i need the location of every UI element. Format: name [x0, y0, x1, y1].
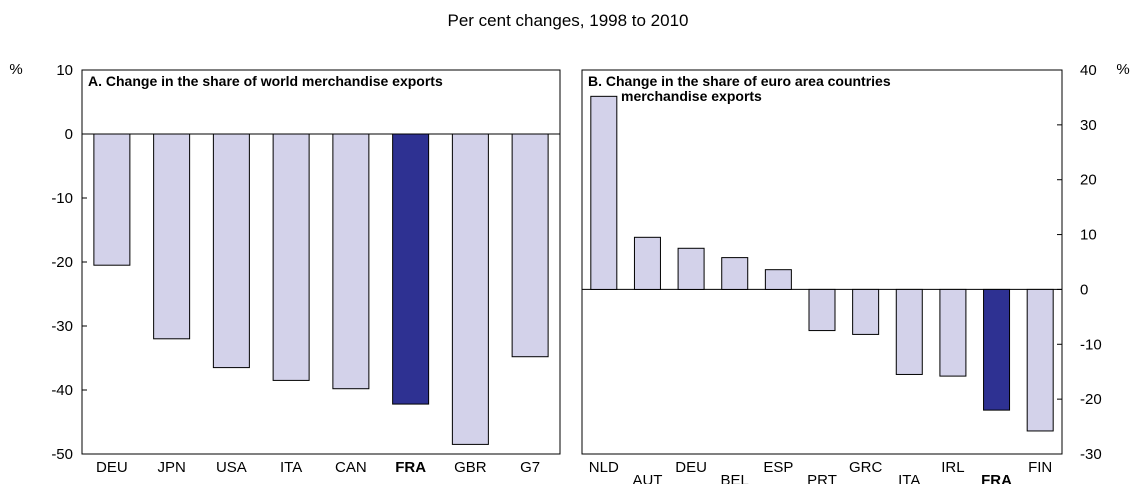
x-label-irl: IRL	[941, 459, 964, 476]
bar-aut	[633, 236, 661, 290]
x-label-aut: AUT	[632, 472, 662, 484]
left-unit-label: %	[9, 61, 22, 78]
bar-nld	[590, 95, 618, 290]
bar-prt	[808, 288, 836, 332]
panel-b-title-line-1: B. Change in the share of euro area coun…	[588, 73, 891, 89]
y-tick-label: 0	[65, 126, 73, 143]
panel-b-title-line-2: merchandise exports	[621, 88, 762, 104]
bar-g7	[511, 133, 549, 358]
x-label-g7: G7	[520, 459, 540, 476]
x-label-ita: ITA	[280, 459, 302, 476]
y-tick-label: 10	[1080, 227, 1097, 244]
x-label-can: CAN	[335, 459, 367, 476]
bar-ita	[272, 133, 310, 381]
bar-gbr	[451, 133, 489, 445]
y-tick-label: -30	[1080, 446, 1102, 463]
x-label-esp: ESP	[763, 459, 793, 476]
x-label-ita: ITA	[898, 472, 920, 484]
bar-deu	[93, 133, 131, 266]
right-unit-label: %	[1116, 61, 1129, 78]
figure-title: Per cent changes, 1998 to 2010	[447, 11, 688, 30]
y-tick-label: -50	[51, 446, 73, 463]
panel-b-frame	[581, 69, 1063, 455]
y-tick-label: -30	[51, 318, 73, 335]
x-label-usa: USA	[216, 459, 247, 476]
bar-grc	[852, 288, 880, 335]
bar-irl	[939, 288, 967, 377]
y-tick-label: -20	[1080, 391, 1102, 408]
x-label-fin: FIN	[1028, 459, 1052, 476]
y-tick-label: -20	[51, 254, 73, 271]
y-tick-label: -10	[1080, 336, 1102, 353]
y-tick-label: 0	[1080, 281, 1088, 298]
x-label-jpn: JPN	[157, 459, 185, 476]
y-tick-label: -10	[51, 190, 73, 207]
bar-jpn	[153, 133, 191, 340]
x-label-deu: DEU	[96, 459, 128, 476]
bar-bel	[721, 257, 749, 290]
x-label-fra: FRA	[395, 459, 426, 476]
x-label-fra: FRA	[981, 472, 1012, 484]
x-label-bel: BEL	[721, 472, 749, 484]
bar-fra	[392, 133, 430, 405]
y-tick-label: 30	[1080, 117, 1097, 134]
x-label-grc: GRC	[849, 459, 883, 476]
bar-can	[332, 133, 370, 390]
bar-usa	[212, 133, 250, 369]
y-tick-label: 40	[1080, 62, 1097, 79]
y-tick-label: -40	[51, 382, 73, 399]
x-label-nld: NLD	[589, 459, 619, 476]
bar-esp	[764, 269, 792, 290]
panel-a-title: A. Change in the share of world merchand…	[88, 73, 443, 89]
x-label-prt: PRT	[807, 472, 837, 484]
bar-ita	[895, 288, 923, 375]
y-tick-label: 20	[1080, 172, 1097, 189]
bar-fra	[983, 288, 1011, 411]
bar-deu	[677, 247, 705, 290]
panel-b: B. Change in the share of euro area coun…	[581, 62, 1102, 484]
y-tick-label: 10	[56, 62, 73, 79]
x-label-gbr: GBR	[454, 459, 487, 476]
bar-fin	[1026, 288, 1054, 432]
x-label-deu: DEU	[675, 459, 707, 476]
panel-a: A. Change in the share of world merchand…	[51, 62, 561, 476]
